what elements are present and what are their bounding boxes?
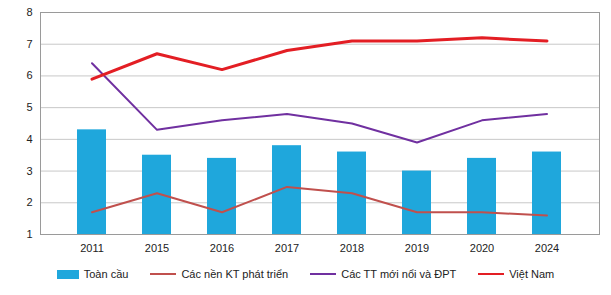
html-text:Toàn cầu: Toàn cầu xyxy=(83,268,129,280)
html-text:Việt Nam: Việt Nam xyxy=(509,268,555,280)
svg-text:2018: 2018 xyxy=(340,242,364,254)
svg-text:2024: 2024 xyxy=(535,242,559,254)
svg-text:2020: 2020 xyxy=(470,242,494,254)
html-text:Các nền KT phát triển: Các nền KT phát triển xyxy=(181,268,289,280)
svg-text:1: 1 xyxy=(26,228,32,240)
svg-text:3: 3 xyxy=(26,165,32,177)
html-text:Các TT mới nổi và ĐPT: Các TT mới nổi và ĐPT xyxy=(341,268,457,280)
svg-text:8: 8 xyxy=(26,6,32,18)
svg-text:6: 6 xyxy=(26,69,32,81)
svg-text:2019: 2019 xyxy=(405,242,429,254)
svg-text:2011: 2011 xyxy=(80,242,104,254)
svg-text:2016: 2016 xyxy=(210,242,234,254)
svg-text:2015: 2015 xyxy=(145,242,169,254)
svg-text:4: 4 xyxy=(26,133,32,145)
svg-text:2: 2 xyxy=(26,196,32,208)
svg-text:2017: 2017 xyxy=(275,242,299,254)
svg-text:5: 5 xyxy=(26,101,32,113)
svg-text:7: 7 xyxy=(26,38,32,50)
